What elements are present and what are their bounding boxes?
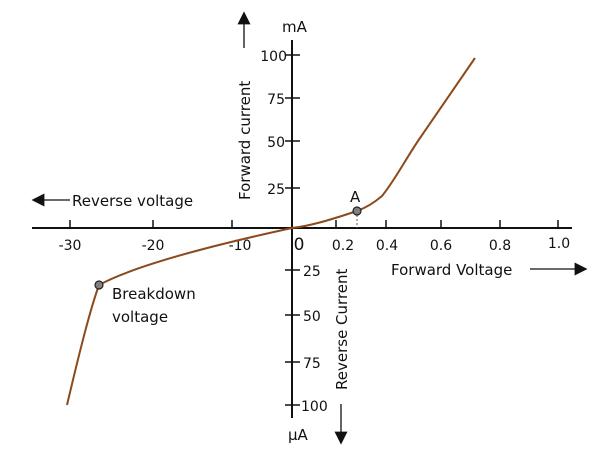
y-tick-label: 75 xyxy=(303,356,321,372)
x-tick-label: 0.6 xyxy=(430,238,452,254)
breakdown-marker xyxy=(94,280,104,290)
iv-curve xyxy=(66,57,476,406)
origin-label: 0 xyxy=(294,235,305,255)
forward-voltage-label: Forward Voltage xyxy=(391,261,512,279)
y-tick-label: 50 xyxy=(303,309,321,325)
forward-current-label: Forward current xyxy=(236,81,254,200)
breakdown-label-line1: Breakdown xyxy=(112,285,196,303)
x-tick-label: 0.4 xyxy=(376,238,398,254)
x-tick-label: -30 xyxy=(59,238,82,254)
point-a-label: A xyxy=(350,188,361,206)
x-tick-label: -20 xyxy=(142,238,165,254)
x-tick-label: 1.0 xyxy=(548,236,570,252)
y-tick-label: 100 xyxy=(260,49,287,65)
reverse-voltage-label: Reverse voltage xyxy=(72,192,193,210)
y-tick-label: 75 xyxy=(267,92,285,108)
y-tick-label: 50 xyxy=(267,135,285,151)
x-tick-label: 0.8 xyxy=(489,238,511,254)
breakdown-label-line2: voltage xyxy=(112,308,168,326)
x-tick-label: 0.2 xyxy=(332,238,354,254)
point-a-marker xyxy=(352,206,362,216)
reverse-current-label: Reverse Current xyxy=(333,268,351,390)
y-tick-label: 100 xyxy=(301,399,328,415)
y-up-unit: mA xyxy=(282,18,308,36)
y-tick-label: 25 xyxy=(303,264,321,280)
y-tick-label: 25 xyxy=(267,182,285,198)
y-down-unit: µA xyxy=(288,426,309,444)
